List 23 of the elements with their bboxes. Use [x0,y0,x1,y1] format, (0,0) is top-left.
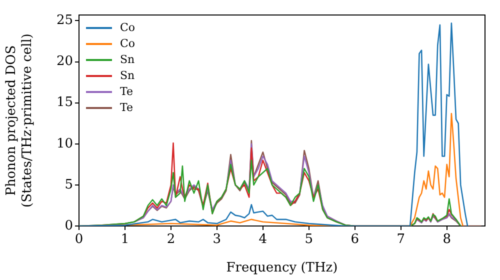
y-tick-label: 15 [56,95,73,110]
x-tick-label: 7 [396,232,405,248]
legend-label: Co [120,20,136,36]
x-tick-label: 5 [304,232,314,248]
legend-label: Co [120,36,136,52]
x-tick-label: 8 [442,232,451,248]
legend-label: Te [120,84,133,100]
x-tick-label: 4 [258,232,268,248]
x-tick-label: 1 [120,232,130,248]
x-tick-label: 3 [212,232,222,248]
x-tick-label: 6 [350,232,360,248]
legend-label: Sn [120,52,135,68]
y-tick-label: 0 [64,218,73,234]
legend-label: Sn [120,68,135,84]
x-axis-title: Frequency (THz) [226,260,338,276]
legend-label: Te [120,100,133,116]
y-tick-label: 10 [56,136,73,152]
y-tick-label: 25 [56,13,73,28]
y-axis-title: Phonon projected DOS (States/THz·primitive cell) [4,33,35,208]
y-tick-label: 5 [64,177,73,192]
x-tick-label: 0 [74,232,84,248]
x-tick-label: 2 [166,232,176,248]
y-tick-label: 20 [56,54,73,70]
